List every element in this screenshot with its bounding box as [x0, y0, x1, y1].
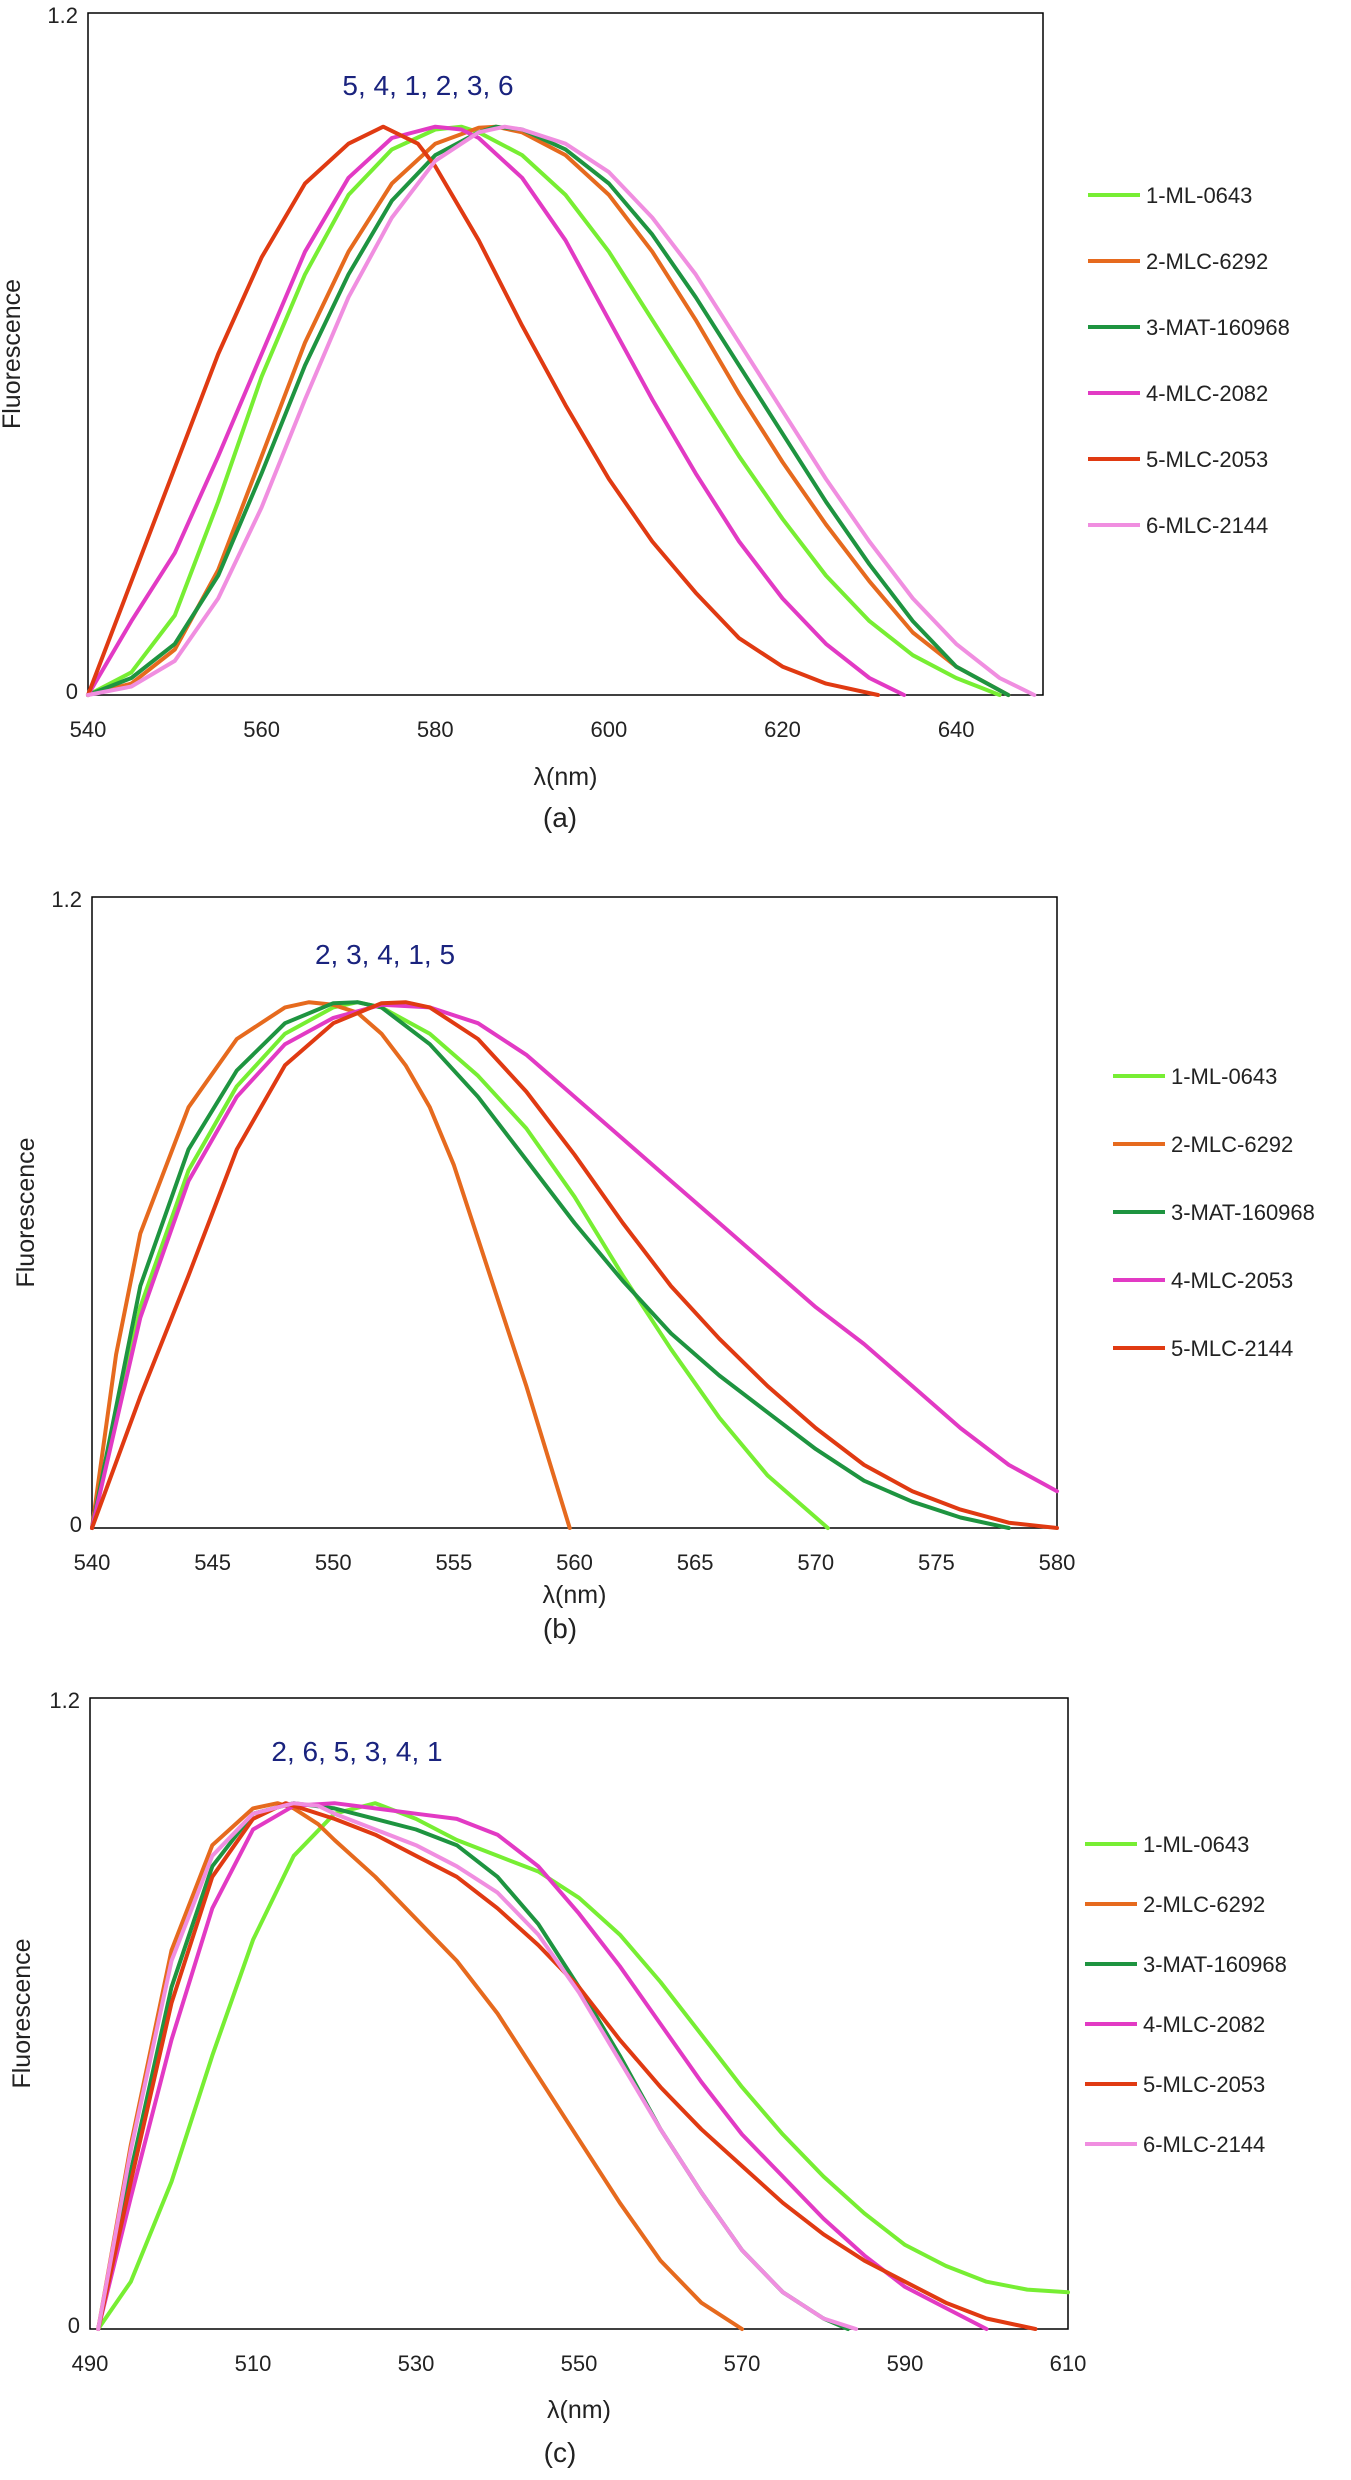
chart-b-series-line-2 — [90, 1000, 572, 1530]
chart-b-legend: 1-ML-0643 2-MLC-6292 3-MAT-160968 4-MLC-205… — [1113, 1064, 1315, 1361]
chart-a-legend-label-2: 2-MLC-6292 — [1146, 249, 1268, 274]
chart-b: 540 545 550 555 560 565 570 575 580 0 1.2 λ(nm) Fluo… — [12, 887, 1315, 1644]
chart-a-series-line-5 — [86, 124, 880, 697]
chart-b-legend-label-3: 3-MAT-160968 — [1171, 1200, 1315, 1225]
chart-c-ytick-label-1: 1.2 — [49, 1688, 80, 1713]
chart-b-series-line-3 — [90, 1000, 1011, 1530]
chart-a-ytick-label-0: 0 — [66, 679, 78, 704]
chart-c-series-line-1 — [96, 1801, 1070, 2331]
chart-c-series-line-6 — [96, 1801, 859, 2331]
chart-b-legend-label-4: 4-MLC-2053 — [1171, 1268, 1293, 1293]
chart-a-y-axis-label: Fluorescence — [0, 279, 26, 429]
chart-a-xtick-label-1: 560 — [243, 717, 280, 742]
chart-b-peak-order-annotation: 2, 3, 4, 1, 5 — [315, 939, 455, 970]
chart-a-legend-label-6: 6-MLC-2144 — [1146, 513, 1268, 538]
chart-c-ytick-label-0: 0 — [68, 2313, 80, 2338]
chart-b-xtick-label-5: 565 — [677, 1550, 714, 1575]
chart-a-xtick-label-4: 620 — [764, 717, 801, 742]
chart-c-legend-label-2: 2-MLC-6292 — [1143, 1892, 1265, 1917]
chart-b-xtick-label-8: 580 — [1039, 1550, 1076, 1575]
chart-a-xtick-label-3: 600 — [591, 717, 628, 742]
chart-a-legend: 1-ML-0643 2-MLC-6292 3-MAT-160968 4-MLC-208… — [1088, 183, 1290, 538]
chart-a-peak-order-annotation: 5, 4, 1, 2, 3, 6 — [342, 70, 513, 101]
chart-c-series-line-2 — [96, 1801, 744, 2331]
chart-b-xtick-label-7: 575 — [918, 1550, 955, 1575]
chart-b-legend-label-1: 1-ML-0643 — [1171, 1064, 1277, 1089]
chart-c-x-axis-label: λ(nm) — [547, 2396, 611, 2424]
chart-c-legend-label-3: 3-MAT-160968 — [1143, 1952, 1287, 1977]
chart-b-ytick-label-1: 1.2 — [51, 887, 82, 912]
chart-a-legend-label-4: 4-MLC-2082 — [1146, 381, 1268, 406]
chart-c-xtick-label-2: 530 — [398, 2351, 435, 2376]
chart-a-series-line-4 — [86, 124, 907, 697]
chart-a-plot-frame — [87, 12, 1044, 696]
chart-b-series-line-4 — [90, 1002, 1059, 1530]
chart-b-y-axis-label: Fluorescence — [12, 1137, 40, 1287]
chart-c-xtick-label-1: 510 — [235, 2351, 272, 2376]
chart-b-series-line-1 — [90, 1000, 830, 1530]
chart-b-legend-label-5: 5-MLC-2144 — [1171, 1336, 1293, 1361]
chart-b-xtick-label-1: 545 — [194, 1550, 231, 1575]
chart-b-ytick-label-0: 0 — [70, 1512, 82, 1537]
chart-a-series-line-1 — [86, 124, 1002, 697]
chart-c-legend-label-1: 1-ML-0643 — [1143, 1832, 1249, 1857]
chart-c-y-axis-label: Fluorescence — [8, 1938, 36, 2088]
chart-b-panel-label: (b) — [543, 1613, 577, 1644]
chart-c-xtick-label-3: 550 — [561, 2351, 598, 2376]
chart-c-legend-label-4: 4-MLC-2082 — [1143, 2012, 1265, 2037]
chart-c-xtick-label-5: 590 — [887, 2351, 924, 2376]
chart-b-legend-label-2: 2-MLC-6292 — [1171, 1132, 1293, 1157]
chart-a-legend-label-5: 5-MLC-2053 — [1146, 447, 1268, 472]
chart-a-x-axis-label: λ(nm) — [534, 763, 598, 791]
chart-c: 490 510 530 550 570 590 610 0 1.2 λ(nm) Fluorescen… — [8, 1688, 1287, 2468]
chart-b-xtick-label-4: 560 — [556, 1550, 593, 1575]
chart-b-x-axis-label: λ(nm) — [543, 1581, 607, 1609]
chart-a: 540 560 580 600 620 640 0 1.2 λ(nm) Fluorescence 5… — [0, 3, 1290, 833]
chart-c-xtick-label-6: 610 — [1050, 2351, 1087, 2376]
chart-c-plot-frame — [89, 1697, 1069, 2330]
chart-c-peak-order-annotation: 2, 6, 5, 3, 4, 1 — [271, 1736, 442, 1767]
chart-a-panel-label: (a) — [543, 802, 577, 833]
chart-a-ytick-label-1: 1.2 — [47, 3, 78, 28]
chart-c-series-line-4 — [96, 1801, 989, 2331]
chart-a-series-line-2 — [86, 124, 1011, 697]
chart-b-series-line-5 — [90, 1000, 1059, 1530]
chart-a-legend-label-3: 3-MAT-160968 — [1146, 315, 1290, 340]
chart-c-legend-label-6: 6-MLC-2144 — [1143, 2132, 1265, 2157]
chart-a-xtick-label-2: 580 — [417, 717, 454, 742]
chart-a-legend-label-1: 1-ML-0643 — [1146, 183, 1252, 208]
chart-b-xtick-label-3: 555 — [436, 1550, 473, 1575]
chart-c-xtick-label-4: 570 — [724, 2351, 761, 2376]
chart-a-xtick-label-0: 540 — [70, 717, 107, 742]
chart-c-legend-label-5: 5-MLC-2053 — [1143, 2072, 1265, 2097]
chart-c-series-line-5 — [96, 1801, 1038, 2331]
chart-b-xtick-label-0: 540 — [74, 1550, 111, 1575]
chart-c-xtick-label-0: 490 — [72, 2351, 109, 2376]
chart-a-series-line-6 — [86, 124, 1037, 697]
chart-c-legend: 1-ML-0643 2-MLC-6292 3-MAT-160968 4-MLC-208… — [1085, 1832, 1287, 2157]
chart-c-panel-label: (c) — [544, 2437, 577, 2468]
chart-a-xtick-label-5: 640 — [938, 717, 975, 742]
chart-b-xtick-label-6: 570 — [797, 1550, 834, 1575]
chart-b-xtick-label-2: 550 — [315, 1550, 352, 1575]
chart-b-plot-frame — [91, 896, 1058, 1529]
